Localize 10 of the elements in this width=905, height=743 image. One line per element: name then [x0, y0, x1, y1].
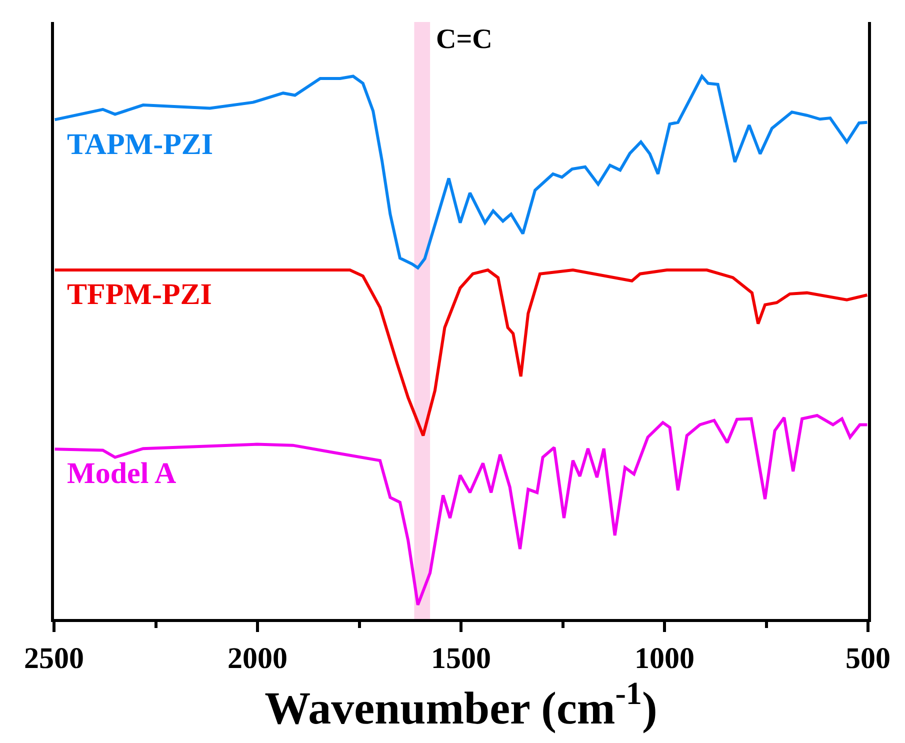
band-label: C=C — [436, 24, 492, 55]
series-label: TFPM-PZI — [67, 278, 212, 311]
series-label: TAPM-PZI — [67, 128, 214, 161]
x-tick-label: 2500 — [24, 642, 84, 675]
x-axis-title: Wavenumber (cm$^{-1}$) — [264, 675, 658, 734]
series-label: Model A — [67, 457, 176, 490]
x-tick-label: 1500 — [431, 642, 491, 675]
x-tick-label: 2000 — [228, 642, 288, 675]
x-tick-label: 500 — [846, 642, 890, 675]
x-tick-label: 1000 — [634, 642, 694, 675]
